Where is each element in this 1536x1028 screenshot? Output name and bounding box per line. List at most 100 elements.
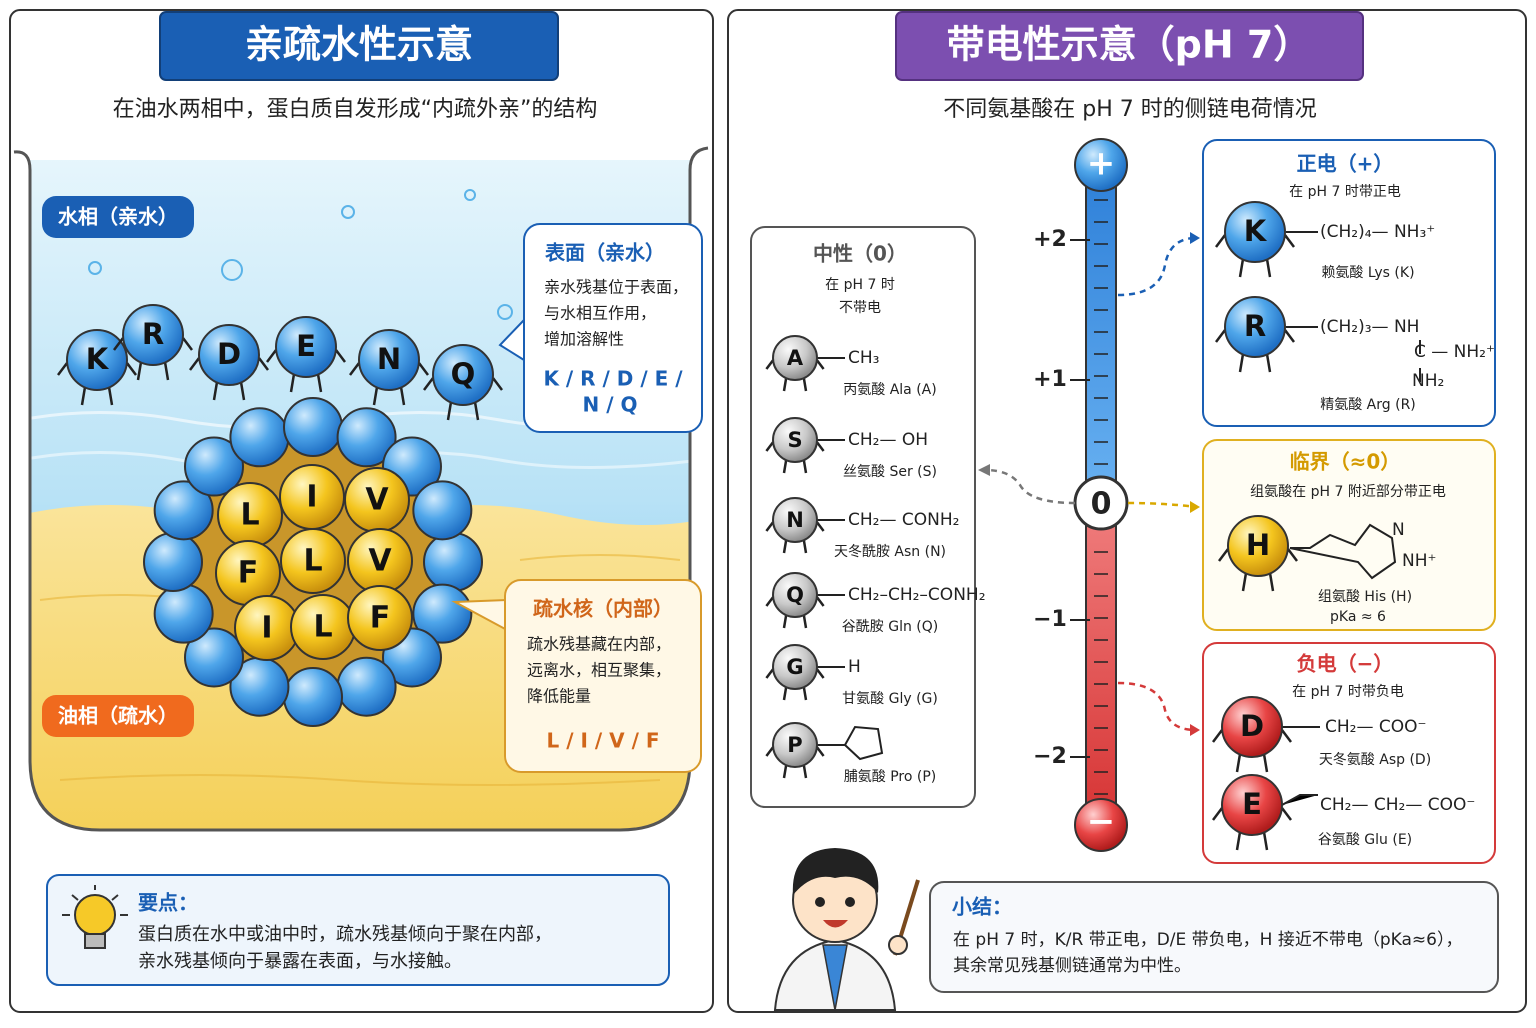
- ball: [432, 344, 494, 406]
- positive-title: 正电（+）: [1297, 152, 1394, 176]
- residue-name: 脯氨酸 Pro (P): [844, 769, 936, 785]
- surface-callout: [523, 223, 703, 433]
- callout-text: 亲水残基位于表面，: [544, 278, 688, 297]
- formula: (CH₂)₄— NH₃⁺: [1320, 222, 1435, 242]
- formula: CH₂— COO⁻: [1325, 717, 1426, 737]
- limbs: [423, 377, 503, 421]
- ball-letter: N: [786, 508, 804, 532]
- title: 亲疏水性示意: [245, 23, 473, 67]
- negative-title: 负电（−）: [1297, 652, 1394, 676]
- residue-ball: L: [290, 594, 356, 660]
- callout-title: 疏水核（内部）: [533, 597, 673, 621]
- residue-name: 组氨酸 His (H): [1318, 589, 1412, 605]
- shell-ball: [143, 532, 203, 592]
- residue-name: 天冬酰胺 Asn (N): [834, 544, 946, 560]
- title-banner: [895, 11, 1364, 81]
- summary-box: [929, 881, 1499, 993]
- formula: H: [848, 657, 861, 677]
- limbs: [765, 668, 825, 701]
- ball-letter: D: [1240, 709, 1264, 743]
- residue-ball: A: [765, 335, 825, 392]
- limbs: [1218, 548, 1298, 592]
- oil-label: 油相（疏水）: [58, 704, 178, 728]
- ball: [772, 417, 818, 463]
- residue-ball: V: [347, 528, 413, 594]
- ball-letter: V: [368, 544, 392, 579]
- residue-name: 天冬氨酸 Asp (D): [1319, 752, 1431, 768]
- ball-letter: I: [306, 480, 317, 515]
- pka: pKa ≈ 6: [1330, 609, 1386, 625]
- residue-ball: G: [765, 644, 825, 701]
- summary-title: 小结：: [952, 895, 1012, 919]
- shell-ball: [336, 407, 397, 468]
- ball: [1221, 696, 1283, 758]
- negative-subtitle: 在 pH 7 时带负电: [1292, 684, 1404, 700]
- ball: [122, 304, 184, 366]
- residue-ball: L: [280, 528, 346, 594]
- residue-ball: I: [279, 464, 345, 530]
- residue-name: 丙氨酸 Ala (A): [843, 382, 936, 398]
- residue-ball: L: [217, 482, 283, 548]
- residue-name: 精氨酸 Arg (R): [1320, 397, 1416, 413]
- residue-ball: V: [344, 467, 410, 533]
- ball-letter: R: [142, 317, 164, 351]
- ball-letter: P: [787, 733, 802, 757]
- positive-box: [1202, 139, 1496, 427]
- ball: [275, 316, 337, 378]
- ball-letter: F: [238, 556, 259, 591]
- ball-letter: S: [787, 428, 802, 452]
- bond: [1286, 231, 1421, 382]
- ball: [347, 585, 413, 651]
- positive-subtitle: 在 pH 7 时带正电: [1289, 184, 1401, 200]
- formula: N: [1392, 520, 1405, 540]
- ball: [358, 329, 420, 391]
- imidazole: [1289, 523, 1397, 580]
- ball-letter: Q: [786, 583, 804, 607]
- critical-title: 临界（≈0）: [1290, 450, 1401, 474]
- residue-ball: N: [765, 497, 825, 554]
- residue-ball: K: [57, 329, 137, 406]
- limbs: [1212, 807, 1292, 851]
- ball-letter: I: [261, 611, 272, 646]
- limbs: [765, 441, 825, 474]
- limbs: [1215, 329, 1295, 373]
- limbs: [765, 359, 825, 392]
- shell-ball: [412, 583, 473, 644]
- ball: [772, 335, 818, 381]
- residue-ball: F: [347, 585, 413, 651]
- shell-ball: [336, 656, 397, 717]
- ball-letter: K: [86, 342, 110, 376]
- ball-letter: F: [370, 601, 391, 636]
- neutral-subtitle: 不带电: [839, 300, 881, 316]
- ball-letter: D: [217, 337, 241, 371]
- core-callout: [504, 579, 702, 773]
- ball: [280, 528, 346, 594]
- ball: [772, 572, 818, 618]
- ball-letter: G: [786, 655, 803, 679]
- shell-ball: [153, 583, 214, 644]
- callout-text: 增加溶解性: [544, 330, 624, 349]
- ball: [772, 497, 818, 543]
- callout-residues: N / Q: [583, 393, 638, 417]
- arrow-heads: [978, 232, 1200, 736]
- limbs: [1215, 234, 1295, 278]
- neutral-title: 中性（0）: [813, 242, 907, 266]
- ball-letter: N: [377, 342, 401, 376]
- arrows: [984, 236, 1197, 732]
- key-points-box: [46, 874, 670, 986]
- formula: NH⁺: [1402, 551, 1436, 571]
- bulb-icon: [62, 885, 128, 949]
- shell-ball: [283, 667, 343, 727]
- callout-text: 降低能量: [527, 687, 591, 706]
- residue-name: 谷酰胺 Gln (Q): [842, 619, 938, 635]
- key-points-text: 亲水残基倾向于暴露在表面，与水接触。: [138, 951, 462, 972]
- proline-ring: [843, 725, 884, 761]
- callout-text: 远离水，相互聚集，: [527, 661, 671, 680]
- ball-letter: V: [365, 483, 389, 518]
- residue-ball: P: [765, 722, 825, 779]
- residue-ball: R: [1215, 296, 1295, 373]
- plus-sign: +: [1087, 144, 1116, 184]
- callout-residues: K / R / D / E /: [543, 367, 683, 391]
- limbs: [765, 746, 825, 779]
- neutral-subtitle: 在 pH 7 时: [825, 277, 895, 293]
